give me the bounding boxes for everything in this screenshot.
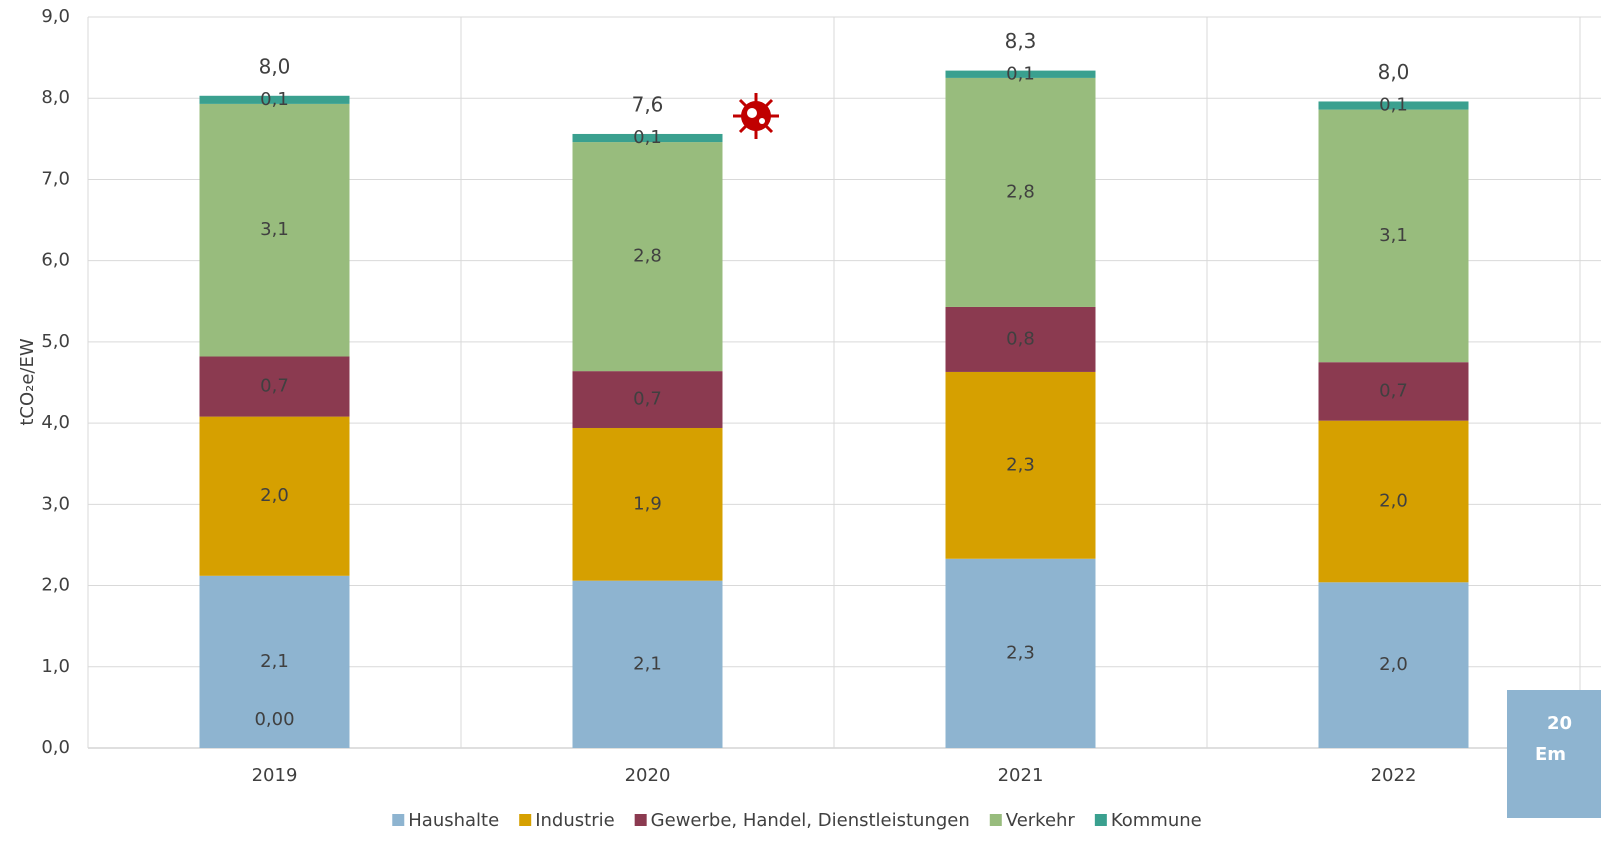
data-label: 0,1	[1379, 94, 1408, 115]
data-label: 2,0	[260, 485, 289, 506]
bar-segment	[199, 103, 350, 357]
legend-swatch	[392, 814, 405, 826]
bar-segment	[572, 580, 723, 748]
covid-icon	[733, 93, 779, 139]
data-label: 3,1	[260, 219, 289, 240]
y-tick-label: 9,0	[41, 6, 70, 27]
bar-segment	[572, 427, 723, 581]
legend-swatch	[634, 814, 647, 826]
side-box	[1507, 690, 1601, 818]
bar-segment	[1318, 420, 1469, 583]
data-label: 2,3	[1006, 642, 1035, 663]
data-label: 2,3	[1006, 454, 1035, 475]
data-label: 0,7	[633, 389, 662, 410]
data-label: 0,7	[260, 376, 289, 397]
bar-segment	[945, 306, 1096, 372]
data-label: 3,1	[1379, 225, 1408, 246]
y-tick-label: 5,0	[41, 331, 70, 352]
legend-label: Industrie	[535, 810, 614, 831]
data-label: 2,8	[1006, 181, 1035, 202]
bar-segment	[945, 70, 1096, 78]
total-label: 8,3	[1005, 29, 1037, 53]
bar-segment	[945, 77, 1096, 307]
legend-label: Haushalte	[408, 810, 499, 831]
x-tick-label: 2019	[252, 765, 298, 786]
y-tick-label: 6,0	[41, 250, 70, 271]
y-tick-label: 3,0	[41, 493, 70, 514]
y-tick-label: 0,0	[41, 737, 70, 758]
legend-swatch	[989, 814, 1002, 826]
bar-segment	[199, 95, 350, 104]
y-tick-label: 8,0	[41, 87, 70, 108]
annotation: 0,00	[254, 709, 294, 730]
bar-segment	[199, 356, 350, 417]
bar-segment	[1318, 582, 1469, 748]
y-tick-label: 7,0	[41, 168, 70, 189]
legend-label: Kommune	[1111, 810, 1202, 831]
data-label: 0,1	[260, 89, 289, 110]
bar-segment	[199, 575, 350, 748]
legend-swatch	[519, 814, 532, 826]
bar-segment	[199, 416, 350, 576]
data-label: 2,1	[633, 653, 662, 674]
bar-segment	[572, 142, 723, 372]
total-label: 7,6	[632, 92, 664, 116]
data-label: 0,8	[1006, 328, 1035, 349]
bar-segment	[572, 133, 723, 143]
y-axis-label: tCO₂e/EW	[17, 338, 38, 426]
y-tick-label: 4,0	[41, 412, 70, 433]
data-label: 0,7	[1379, 380, 1408, 401]
data-label: 2,0	[1379, 654, 1408, 675]
x-tick-label: 2021	[998, 765, 1044, 786]
legend-swatch	[1094, 814, 1107, 826]
legend-label: Gewerbe, Handel, Dienstleistungen	[651, 810, 970, 831]
y-tick-label: 1,0	[41, 656, 70, 677]
y-tick-label: 2,0	[41, 575, 70, 596]
side-box-text: 20	[1547, 713, 1572, 734]
total-label: 8,0	[1378, 60, 1410, 84]
x-tick-label: 2020	[625, 765, 671, 786]
data-label: 0,1	[633, 127, 662, 148]
bar-segment	[945, 558, 1096, 748]
bar-segment	[572, 371, 723, 428]
x-tick-label: 2022	[1371, 765, 1417, 786]
data-label: 1,9	[633, 493, 662, 514]
data-label: 2,8	[633, 246, 662, 267]
data-label: 2,0	[1379, 490, 1408, 511]
side-box-text: Em	[1535, 744, 1566, 765]
bar-segment	[945, 371, 1096, 559]
total-label: 8,0	[259, 54, 291, 78]
data-label: 2,1	[260, 651, 289, 672]
bar-segment	[1318, 109, 1469, 363]
legend-label: Verkehr	[1006, 810, 1076, 831]
bar-segment	[1318, 101, 1469, 110]
data-label: 0,1	[1006, 64, 1035, 85]
bar-segment	[1318, 362, 1469, 421]
